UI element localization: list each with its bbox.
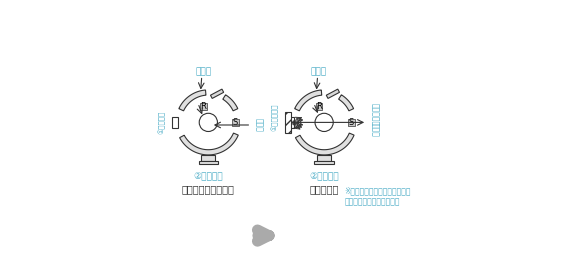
Text: 鏡面反射光: 鏡面反射光 — [370, 103, 379, 126]
Bar — [172, 117, 178, 128]
Polygon shape — [180, 133, 238, 155]
Text: ②標準白板: ②標準白板 — [194, 171, 223, 180]
Text: 対照光: 対照光 — [311, 67, 327, 76]
Bar — [200, 103, 206, 110]
Polygon shape — [295, 133, 354, 155]
Text: S: S — [233, 118, 238, 127]
Text: R: R — [200, 102, 206, 111]
Text: ②標準白板: ②標準白板 — [309, 171, 339, 180]
Polygon shape — [295, 90, 322, 111]
Bar — [232, 119, 239, 126]
Polygon shape — [326, 89, 339, 98]
Bar — [201, 155, 216, 161]
Polygon shape — [210, 89, 224, 98]
Text: 測定光: 測定光 — [370, 123, 379, 137]
Text: ※積分球模式図中の中央の丸印
は検出器を表しています。: ※積分球模式図中の中央の丸印 は検出器を表しています。 — [344, 187, 411, 206]
Text: 試料測定時: 試料測定時 — [309, 184, 339, 194]
Bar — [199, 161, 218, 164]
Bar — [316, 103, 323, 110]
Polygon shape — [179, 90, 206, 111]
Text: ①試料測定光: ①試料測定光 — [271, 103, 278, 131]
Text: ベースライン補正時: ベースライン補正時 — [182, 184, 235, 194]
Text: 測定光: 測定光 — [254, 118, 264, 132]
Text: S: S — [349, 118, 354, 127]
Bar — [317, 155, 331, 161]
Bar — [285, 112, 291, 133]
Bar — [348, 119, 355, 126]
Bar — [287, 117, 294, 128]
Bar — [314, 161, 334, 164]
Polygon shape — [223, 95, 238, 111]
Text: 対照光: 対照光 — [195, 67, 211, 76]
Text: R: R — [316, 102, 322, 111]
Polygon shape — [339, 95, 354, 111]
Text: ①標準白板: ①標準白板 — [158, 111, 165, 134]
